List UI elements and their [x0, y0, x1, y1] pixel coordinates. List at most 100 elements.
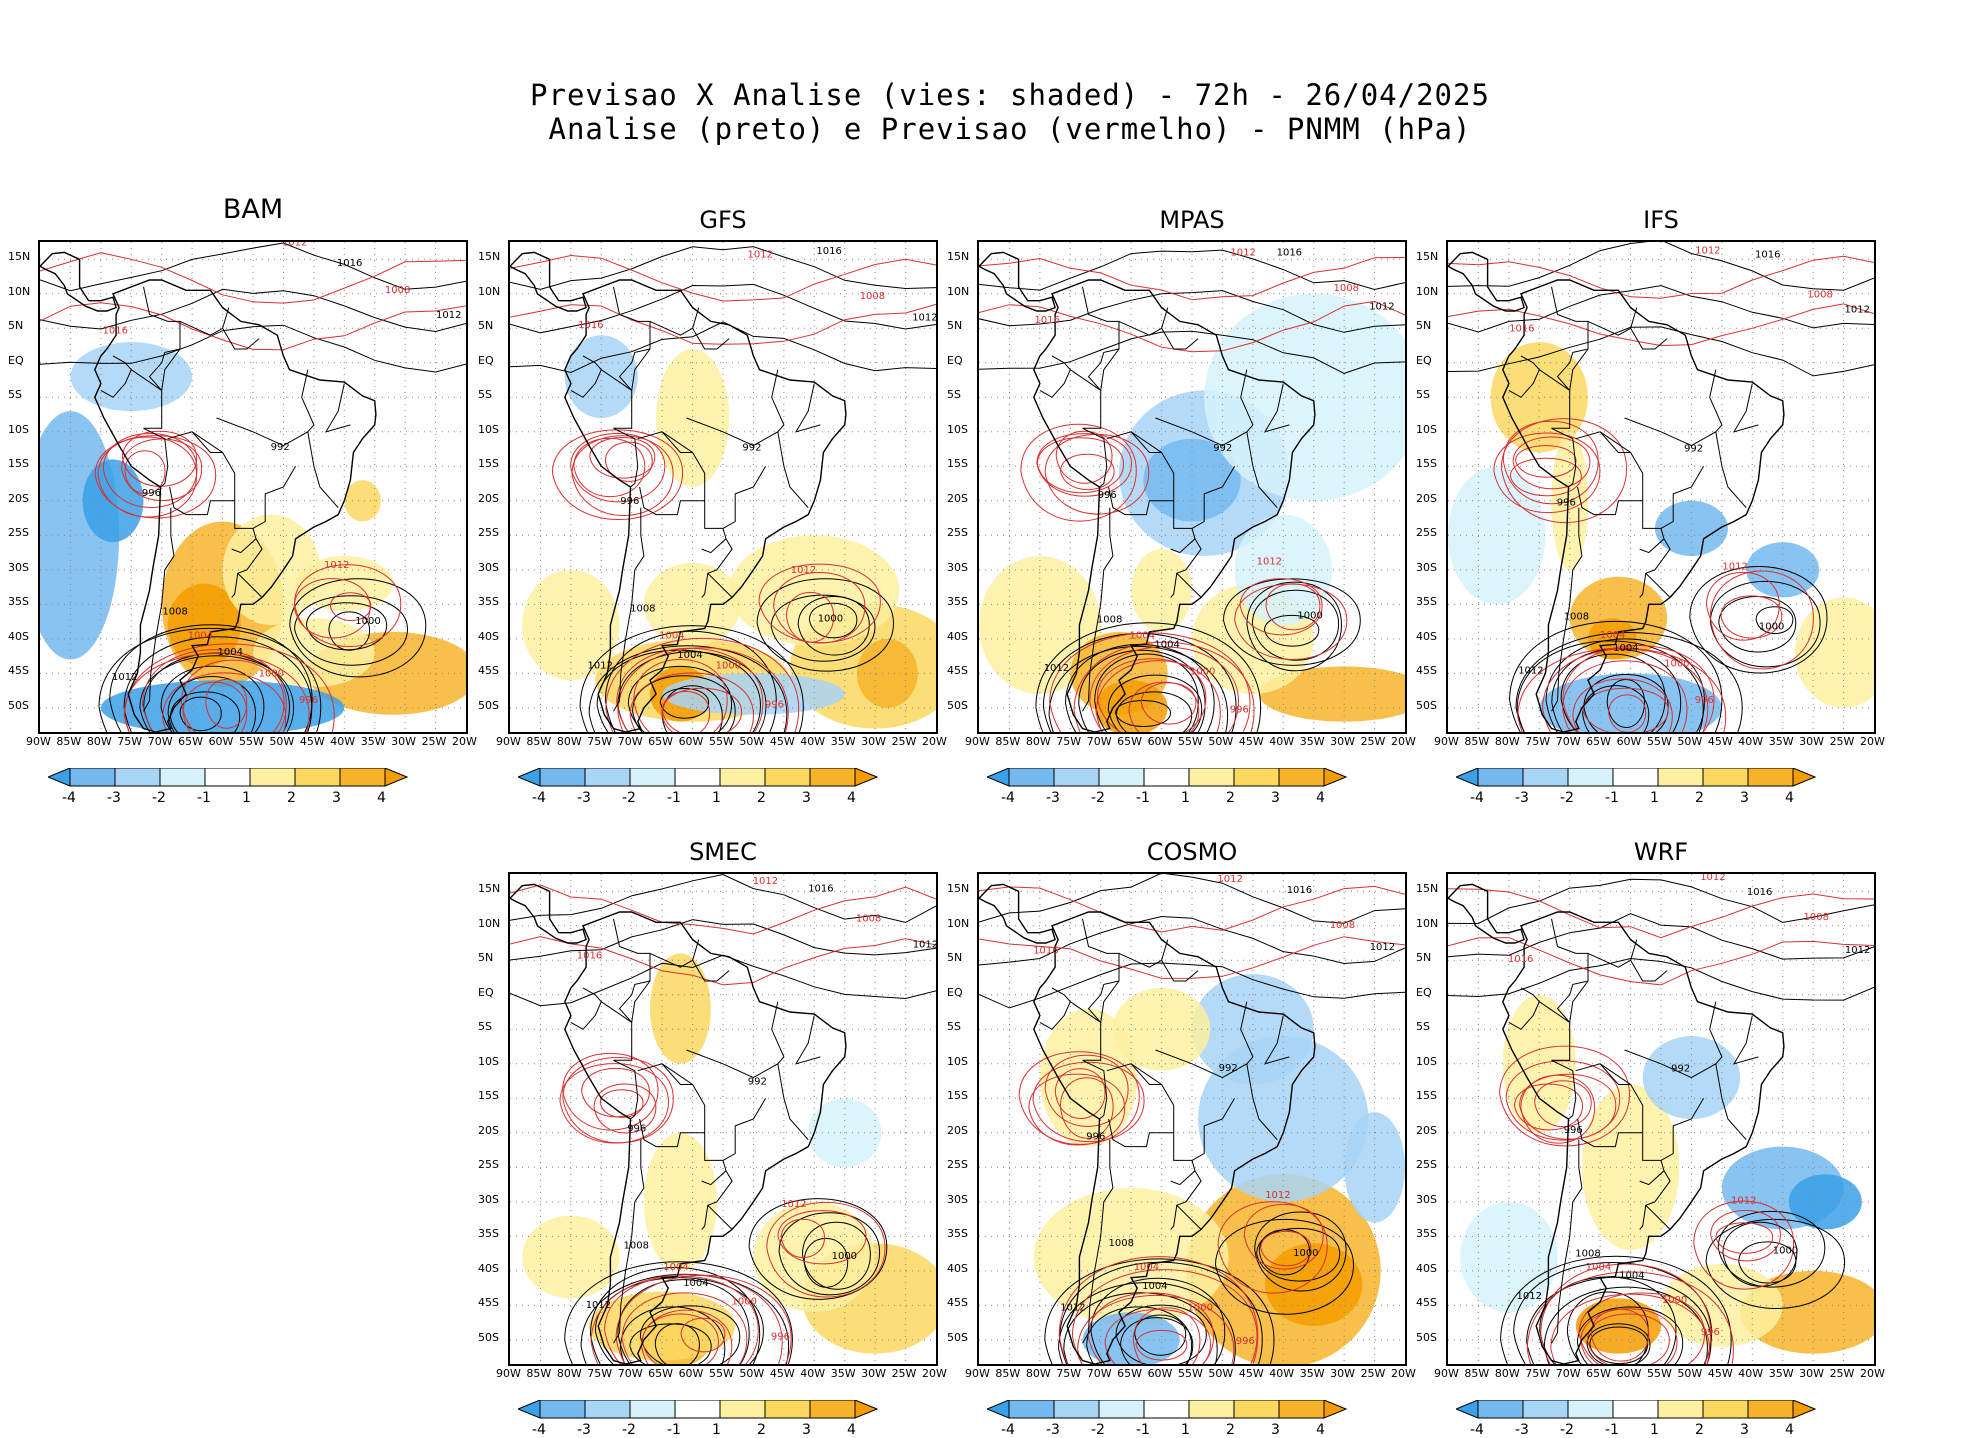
lon-label: 25W [891, 1367, 917, 1380]
analysis-isobar [170, 691, 241, 732]
forecast-contour-label: 1004 [659, 631, 684, 642]
forecast-isobar [1044, 1054, 1129, 1127]
country-border [1191, 466, 1236, 529]
coastline [1448, 251, 1525, 312]
lon-label: 20W [922, 1367, 947, 1380]
colorbar-label: 1 [242, 790, 251, 806]
lon-label: 70W [147, 735, 173, 748]
forecast-isobar [617, 647, 789, 732]
country-border [252, 466, 297, 529]
colorbar-segment [539, 1400, 586, 1419]
analysis-contour-label: 992 [748, 1076, 767, 1087]
colorbar-triangle [518, 1400, 541, 1419]
lon-label: 85W [995, 735, 1021, 748]
colorbar-segment [1233, 1400, 1280, 1419]
analysis-isobar [604, 630, 777, 732]
colorbar-segment [629, 1400, 676, 1419]
analysis-isobar [510, 283, 936, 334]
forecast-contour-label: 1016 [577, 951, 602, 962]
country-border [231, 573, 239, 598]
colorbar-triangle [987, 1400, 1010, 1419]
coastline [94, 279, 377, 732]
country-border [1170, 1205, 1178, 1230]
analysis-contour-label: 996 [627, 1124, 646, 1135]
analysis-contour-label: 1016 [808, 883, 833, 894]
analysis-contour-label: 1012 [588, 661, 613, 672]
lon-label: 55W [1178, 1367, 1203, 1380]
lat-label: 20S [947, 1123, 968, 1137]
colorbar-segment [1008, 1400, 1055, 1419]
lon-label: 40W [800, 735, 826, 748]
analysis-isobar [594, 1277, 764, 1364]
lat-label: 20S [1416, 491, 1437, 505]
country-border [307, 431, 339, 509]
coastline [1033, 911, 1316, 1364]
forecast-isobar [1036, 437, 1125, 494]
analysis-contour-label: 996 [1098, 490, 1117, 501]
country-border [637, 1063, 706, 1148]
analysis-contour-label: 1012 [1369, 302, 1394, 313]
country-border [1551, 1139, 1583, 1344]
analysis-contour-label: 1016 [1277, 248, 1302, 259]
analysis-isobar [1086, 1306, 1193, 1364]
colorbar-label: -2 [152, 790, 166, 806]
country-border [1575, 431, 1644, 516]
forecast-isobar [1493, 432, 1601, 514]
lon-label: 90W [26, 735, 51, 748]
analysis-isobar [109, 624, 313, 732]
lon-label: 50W [1208, 1367, 1234, 1380]
forecast-isobar [1265, 583, 1321, 631]
colorbar-triangle [384, 768, 409, 787]
colorbar-segment [584, 768, 631, 787]
lat-label: 5S [947, 1020, 961, 1034]
lon-label: 40W [330, 735, 356, 748]
colorbar-label: -4 [532, 790, 546, 806]
lon-label: 80W [1494, 1367, 1520, 1380]
analysis-contour-label: 1008 [162, 606, 187, 617]
panel-title: GFS [699, 206, 747, 234]
lat-label: 15S [478, 1089, 499, 1103]
forecast-contour-label: 1000 [716, 661, 741, 672]
forecast-isobar [1514, 1083, 1584, 1131]
colorbar-segment [69, 768, 116, 787]
colorbar-segment [1567, 1400, 1614, 1419]
forecast-isobar [581, 1067, 650, 1118]
analysis-isobar [1448, 913, 1874, 960]
country-border [794, 383, 821, 433]
lon-label: 85W [526, 735, 552, 748]
lat-label: 20S [478, 1123, 499, 1137]
bias-shade [1539, 673, 1722, 732]
lon-label: 30W [861, 1367, 887, 1380]
analysis-isobar [167, 676, 257, 732]
forecast-isobar [1243, 1204, 1324, 1270]
analysis-contour-label: 992 [1219, 1063, 1238, 1074]
country-border [1170, 1132, 1196, 1186]
lon-label: 30W [391, 735, 417, 748]
analysis-isobar [1516, 640, 1704, 732]
lat-label: 15S [947, 1089, 968, 1103]
lat-label: 10N [1416, 284, 1439, 298]
bias-shade [70, 342, 193, 412]
forecast-isobar [1720, 595, 1783, 639]
bias-shade [522, 569, 620, 681]
bias-shade [856, 638, 918, 708]
colorbar-label: 4 [847, 790, 856, 806]
colorbar-label: -4 [1470, 1422, 1484, 1438]
forecast-contour-label: 1004 [1130, 630, 1155, 641]
forecast-contour-label: 996 [1230, 704, 1249, 715]
country-border [1039, 987, 1071, 1030]
country-border [618, 980, 651, 1023]
forecast-isobar [562, 1052, 659, 1131]
lat-label: 10N [1416, 916, 1439, 930]
bias-shade [564, 335, 638, 418]
colorbar-segment [1522, 1400, 1569, 1419]
pressure-map: 1016 1012 1012 1008 1004 1000 996 992 1012 1008 10… [40, 242, 466, 732]
country-border [1263, 1015, 1290, 1065]
colorbar-label: 1 [712, 1422, 721, 1438]
lon-label: 20W [452, 735, 477, 748]
colorbar [1456, 768, 1817, 787]
colorbar-segment [764, 1400, 811, 1419]
lat-label: EQ [1416, 353, 1432, 367]
lat-label: 45S [478, 664, 499, 678]
lon-label: 40W [1738, 735, 1764, 748]
